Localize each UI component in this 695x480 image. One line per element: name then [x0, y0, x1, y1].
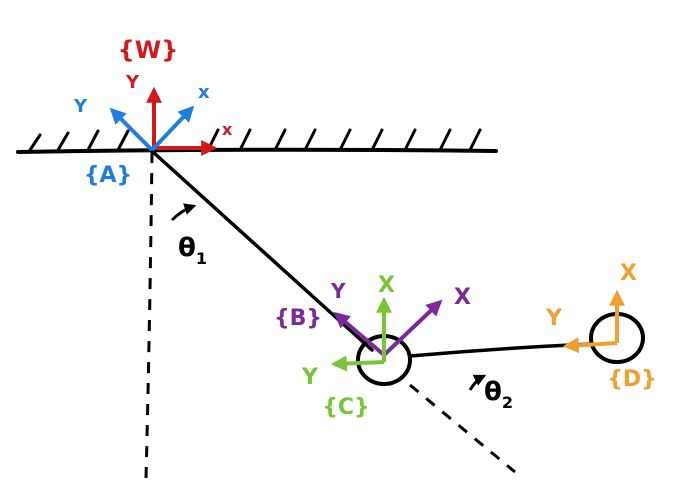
frame-b-x-label: X	[454, 285, 471, 310]
link-2	[408, 342, 594, 358]
frame-a-x-label: x	[198, 82, 210, 103]
frame-a-x-axis	[150, 105, 195, 152]
theta-2-label: θ2	[484, 377, 513, 412]
frame-b-y-axis	[333, 311, 386, 357]
frame-b: X Y {B}	[274, 279, 471, 357]
theta-1-annotation: θ1	[170, 203, 207, 268]
theta-1-label: θ1	[178, 233, 207, 268]
theta-2-annotation: θ2	[468, 374, 513, 412]
frame-c-y-label: Y	[301, 365, 319, 390]
frame-c-x-label: X	[378, 273, 395, 298]
frame-w-y-label: Y	[125, 72, 140, 93]
frame-a-y-axis	[109, 107, 154, 152]
frame-a-y-label: Y	[73, 96, 88, 117]
frame-w-label: {W}	[118, 36, 179, 64]
frame-d-y-axis	[562, 337, 618, 354]
frame-d-x-label: X	[620, 261, 637, 286]
link-1-extension-dashed	[409, 383, 516, 474]
vertical-reference-dashed	[144, 151, 154, 479]
frame-b-y-label: Y	[330, 279, 346, 303]
frame-b-x-axis	[382, 299, 443, 357]
ceiling-line	[16, 147, 498, 154]
frame-b-label: {B}	[274, 306, 322, 331]
frame-a-label: {A}	[84, 163, 132, 188]
frame-c-y-axis	[330, 355, 385, 372]
theta-1-arc-icon	[170, 203, 197, 222]
frame-a: Y x {A}	[73, 82, 210, 188]
frame-c-label: {C}	[322, 395, 369, 420]
frame-w: {W} Y x	[118, 36, 233, 156]
frame-c: X Y {C}	[301, 273, 395, 420]
frame-d-y-label: Y	[545, 306, 563, 331]
frame-w-x-label: x	[222, 120, 233, 139]
frame-d-label: {D}	[607, 367, 657, 392]
theta-2-arc-icon	[468, 374, 487, 391]
ceiling	[16, 128, 498, 154]
ceiling-hatches	[28, 128, 482, 152]
frame-d: X Y {D}	[545, 261, 657, 392]
